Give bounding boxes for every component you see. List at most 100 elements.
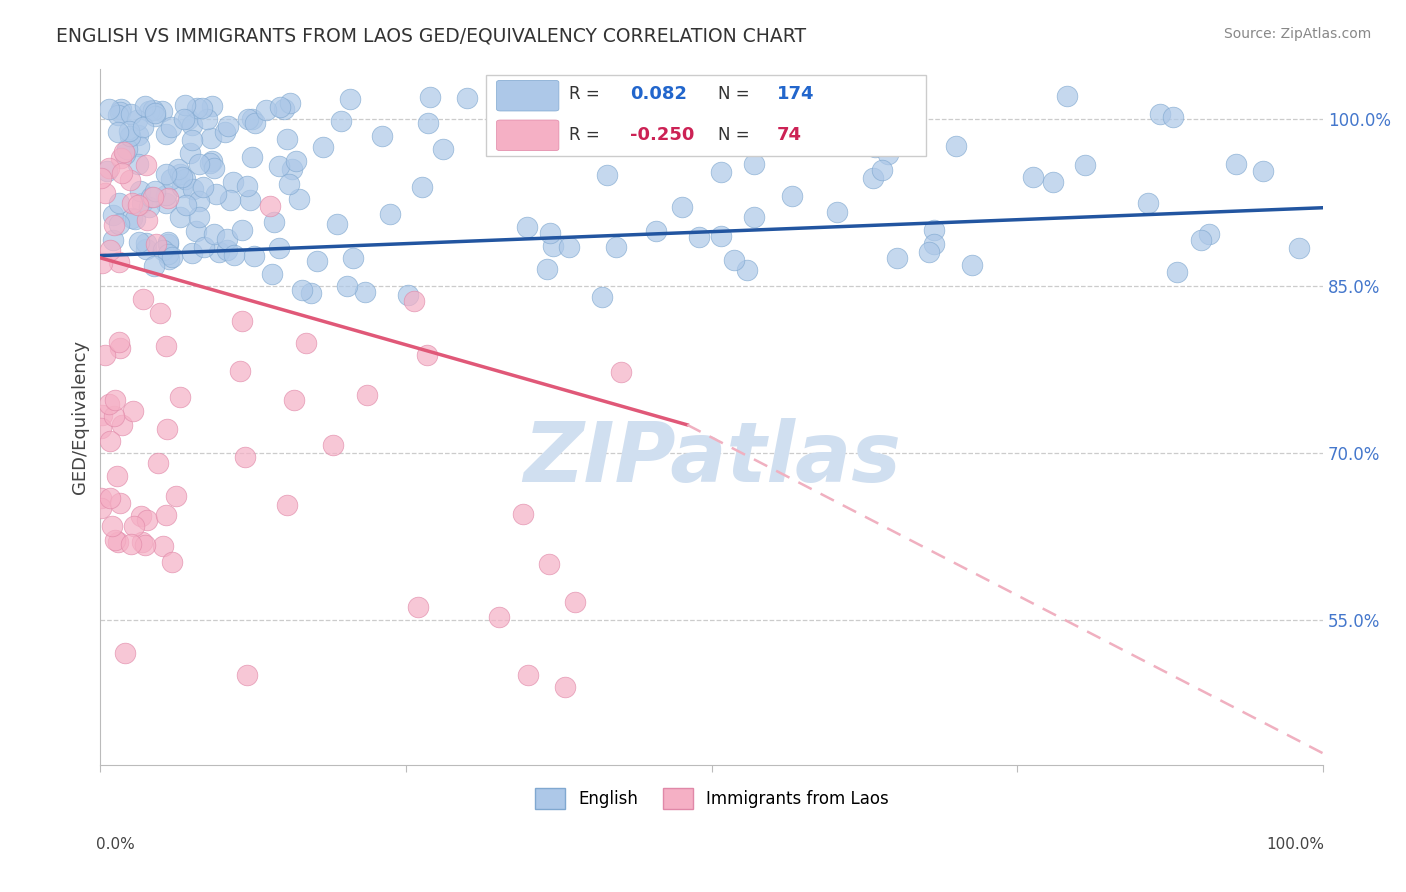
Point bbox=[124, 211, 146, 226]
Point bbox=[131, 196, 153, 211]
Point bbox=[558, 240, 581, 254]
Point bbox=[101, 519, 124, 533]
Point bbox=[415, 348, 437, 362]
Point bbox=[456, 91, 478, 105]
Point bbox=[215, 232, 238, 246]
Point bbox=[1149, 106, 1171, 120]
Point bbox=[222, 175, 245, 189]
Point bbox=[134, 99, 156, 113]
Point bbox=[103, 218, 125, 232]
Point bbox=[267, 159, 290, 173]
Point bbox=[198, 155, 221, 169]
Point bbox=[229, 363, 252, 377]
Point bbox=[254, 103, 277, 117]
Point bbox=[111, 166, 134, 180]
Point bbox=[157, 252, 180, 267]
Point bbox=[156, 422, 179, 436]
Point bbox=[267, 241, 290, 255]
Point bbox=[231, 314, 253, 328]
Text: 174: 174 bbox=[776, 86, 814, 103]
Point bbox=[276, 498, 298, 512]
Point bbox=[877, 146, 900, 161]
Point bbox=[742, 210, 765, 224]
Point bbox=[277, 177, 299, 191]
Point bbox=[243, 249, 266, 263]
Point bbox=[219, 193, 242, 207]
Point bbox=[1161, 110, 1184, 124]
Point bbox=[143, 109, 166, 123]
Point bbox=[188, 210, 211, 224]
Point bbox=[155, 508, 177, 523]
Point bbox=[90, 491, 112, 505]
Point bbox=[122, 519, 145, 533]
Point bbox=[132, 292, 155, 306]
Point bbox=[91, 408, 114, 422]
Point bbox=[326, 217, 349, 231]
Point bbox=[278, 96, 301, 111]
Point bbox=[922, 223, 945, 237]
Point bbox=[214, 125, 236, 139]
Point bbox=[155, 128, 177, 142]
Point bbox=[307, 254, 329, 268]
Point bbox=[710, 165, 733, 179]
Point bbox=[107, 125, 129, 139]
Point bbox=[201, 98, 224, 112]
Point bbox=[156, 191, 179, 205]
Point bbox=[135, 158, 157, 172]
Point bbox=[98, 161, 121, 175]
Point bbox=[129, 184, 152, 198]
Point bbox=[239, 193, 262, 207]
Point bbox=[371, 128, 394, 143]
Point bbox=[554, 680, 576, 694]
Point bbox=[183, 182, 205, 196]
Point bbox=[537, 558, 560, 572]
Point bbox=[145, 105, 167, 120]
Point bbox=[94, 186, 117, 201]
Point bbox=[1056, 89, 1078, 103]
Point bbox=[551, 136, 574, 151]
Point bbox=[378, 207, 401, 221]
Point bbox=[128, 138, 150, 153]
Point bbox=[114, 146, 136, 161]
Point bbox=[169, 390, 191, 404]
FancyBboxPatch shape bbox=[496, 120, 560, 151]
Point bbox=[135, 242, 157, 256]
Point bbox=[605, 240, 627, 254]
Point bbox=[845, 89, 868, 103]
Point bbox=[742, 157, 765, 171]
Point bbox=[312, 140, 335, 154]
Point bbox=[101, 208, 124, 222]
Point bbox=[91, 256, 114, 270]
Point bbox=[121, 195, 143, 210]
Point bbox=[1042, 175, 1064, 189]
Point bbox=[110, 151, 132, 165]
Point bbox=[288, 192, 311, 206]
Point bbox=[186, 101, 208, 115]
Point bbox=[131, 535, 153, 549]
Point bbox=[103, 409, 125, 424]
Point bbox=[107, 535, 129, 549]
Point bbox=[111, 418, 134, 433]
Point bbox=[204, 186, 226, 201]
Point bbox=[862, 171, 884, 186]
Point bbox=[291, 283, 314, 297]
Point bbox=[402, 294, 425, 309]
Text: 0.082: 0.082 bbox=[630, 86, 686, 103]
Point bbox=[127, 157, 149, 171]
Point bbox=[1021, 169, 1043, 184]
Point bbox=[98, 243, 121, 257]
Point bbox=[259, 199, 281, 213]
Point bbox=[160, 555, 183, 569]
Text: 0.0%: 0.0% bbox=[96, 838, 135, 852]
Point bbox=[191, 179, 214, 194]
Point bbox=[918, 245, 941, 260]
Point bbox=[108, 196, 131, 211]
Point bbox=[122, 404, 145, 418]
Point bbox=[1288, 241, 1310, 255]
Point bbox=[202, 227, 225, 241]
Point bbox=[243, 116, 266, 130]
Point bbox=[152, 539, 174, 553]
Point bbox=[149, 306, 172, 320]
Point bbox=[825, 205, 848, 219]
Point bbox=[120, 107, 142, 121]
